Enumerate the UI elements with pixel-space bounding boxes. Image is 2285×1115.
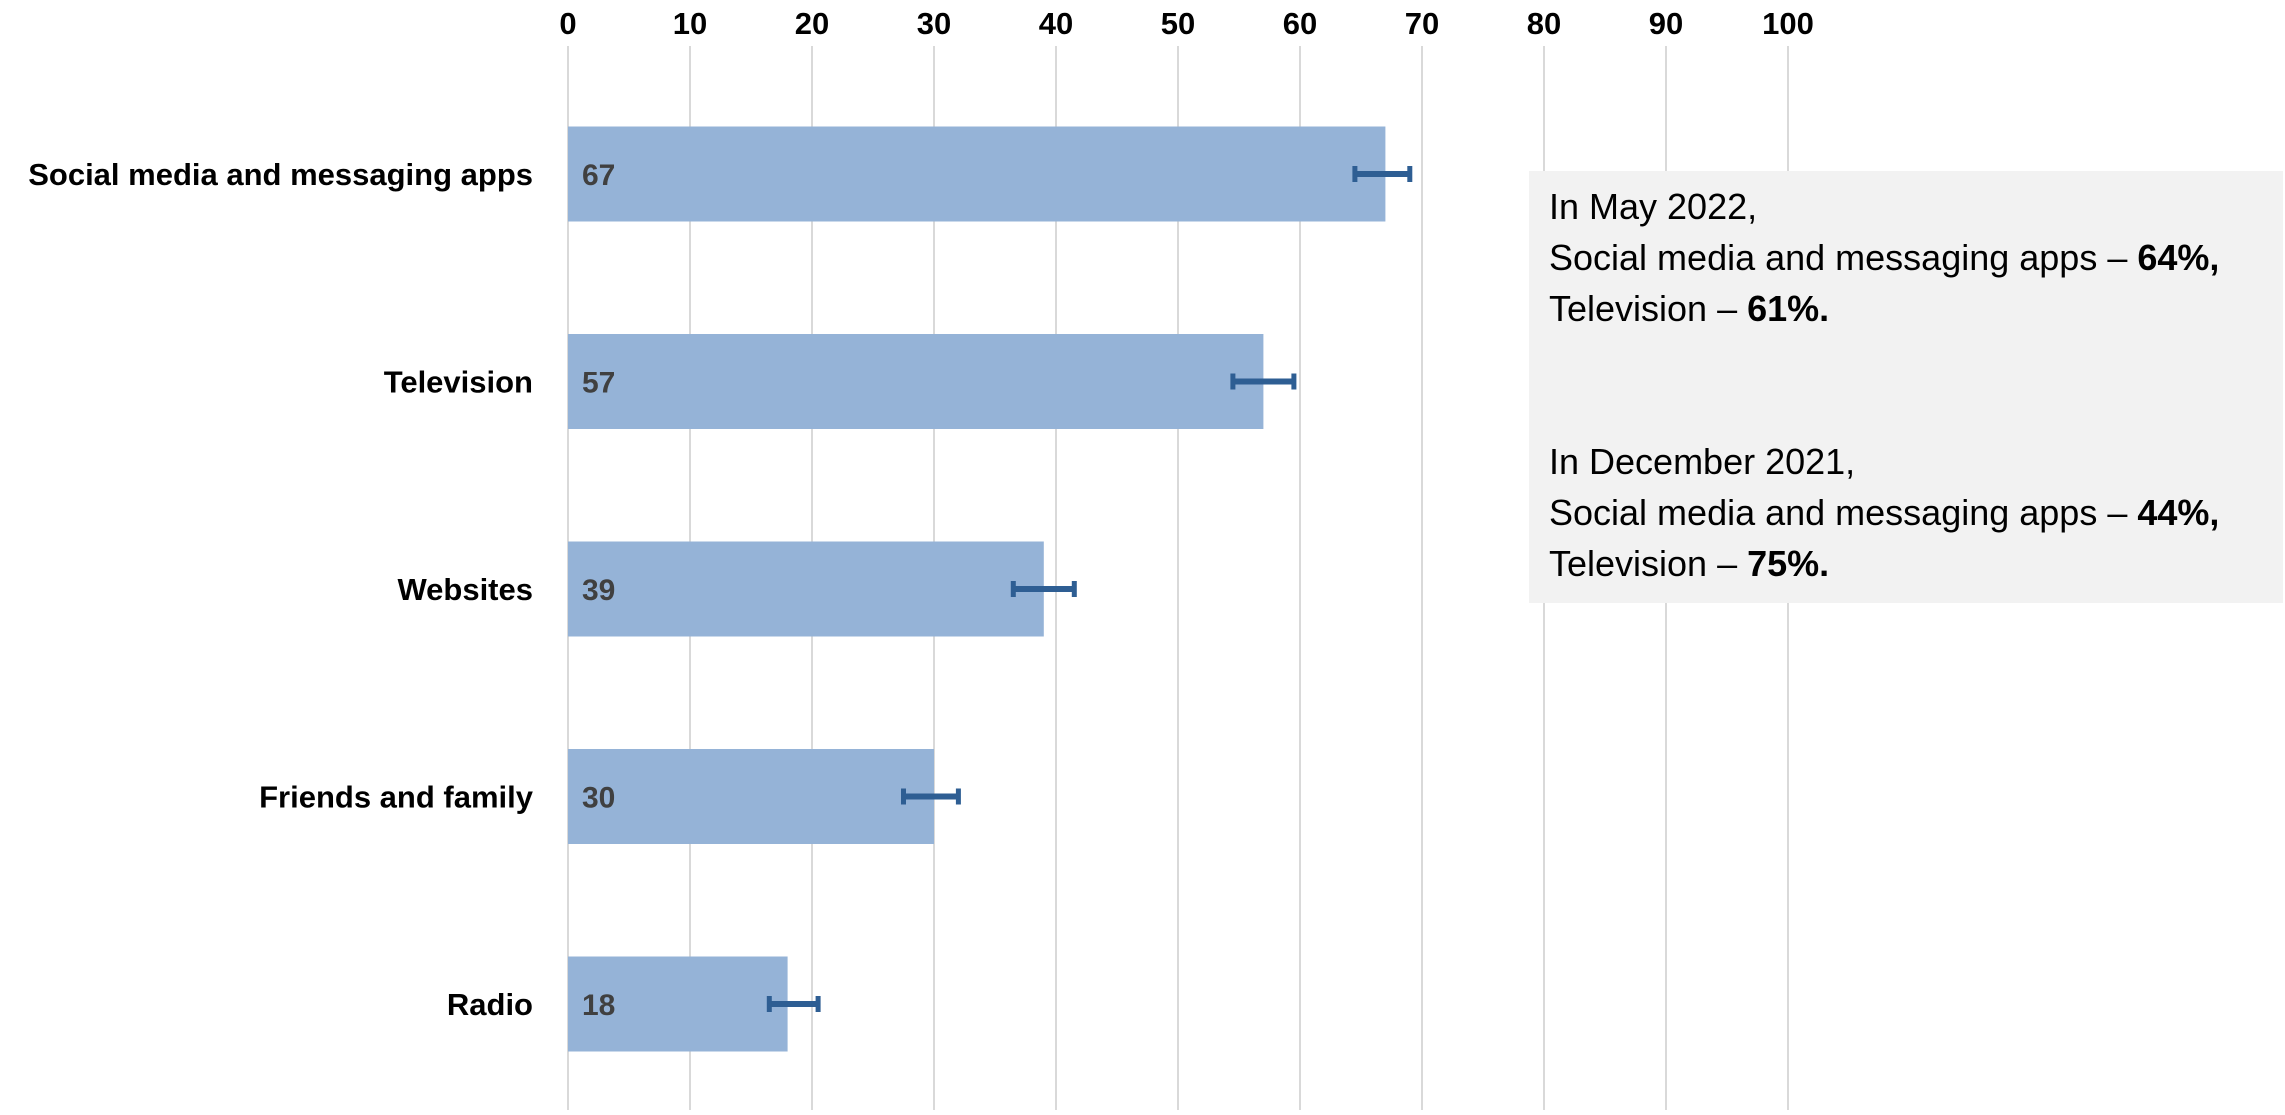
x-tick-label-20: 20 (795, 6, 829, 41)
x-axis-ticks: 0 10 20 30 40 50 60 70 80 90 100 (559, 6, 1813, 41)
annotation-may-social-label: Social media and messaging apps – (1549, 237, 2138, 278)
x-tick-label-90: 90 (1649, 6, 1683, 41)
x-tick-label-50: 50 (1161, 6, 1195, 41)
x-tick-label-40: 40 (1039, 6, 1073, 41)
data-label-radio: 18 (582, 989, 615, 1022)
annotation-may-tv-label: Television – (1549, 288, 1748, 329)
category-label-websites: Websites (397, 572, 533, 607)
data-label-social-media-and-messaging-apps: 67 (582, 159, 615, 192)
error-bar-television (1230, 373, 1297, 390)
x-tick-label-70: 70 (1405, 6, 1439, 41)
annotation-dec-intro: In December 2021, (1549, 441, 1856, 482)
x-tick-label-80: 80 (1527, 6, 1561, 41)
x-tick-label-60: 60 (1283, 6, 1317, 41)
x-tick-label-100: 100 (1762, 6, 1814, 41)
category-label-television: Television (384, 365, 533, 400)
bar-websites (568, 541, 1044, 637)
bar-social-media-and-messaging-apps (568, 126, 1386, 222)
error-bar-friends-and-family (901, 788, 961, 805)
data-label-friends-and-family: 30 (582, 782, 615, 815)
annotation-may-social-value: 64%, (2137, 237, 2220, 278)
annotation-may-tv: Television – 61%. (1549, 283, 2265, 334)
annotation-dec-tv: Television – 75%. (1549, 538, 2265, 589)
category-label-friends-and-family: Friends and family (259, 780, 534, 815)
annotation-may-social: Social media and messaging apps – 64%, (1549, 232, 2265, 283)
annotation-dec-social-label: Social media and messaging apps – (1549, 492, 2138, 533)
annotation-may-tv-value: 61%. (1747, 288, 1830, 329)
annotation-spacer (1549, 334, 2265, 436)
error-bar-social-media-and-messaging-apps (1352, 166, 1413, 182)
labels: 67 Social media and messaging apps 57 Telev… (28, 157, 615, 1022)
error-bar-websites (1010, 581, 1077, 597)
data-label-websites: 39 (582, 574, 615, 607)
x-tick-label-0: 0 (559, 6, 576, 41)
bar-radio (568, 956, 788, 1052)
annotation-may-intro: In May 2022, (1549, 186, 1758, 227)
data-label-television: 57 (582, 367, 615, 400)
bar-television (568, 334, 1264, 429)
annotation-dec-tv-value: 75%. (1747, 543, 1830, 584)
bar-friends-and-family (568, 749, 934, 844)
annotation-dec-social: Social media and messaging apps – 44%, (1549, 487, 2265, 538)
annotation-box: In May 2022, Social media and messaging … (1529, 171, 2283, 603)
annotation-dec-social-value: 44%, (2137, 492, 2220, 533)
x-tick-label-10: 10 (673, 6, 707, 41)
x-tick-label-30: 30 (917, 6, 951, 41)
category-label-social-media-and-messaging-apps: Social media and messaging apps (28, 157, 533, 192)
bars (568, 126, 1386, 1052)
error-bars (766, 166, 1413, 1012)
category-label-radio: Radio (447, 987, 533, 1022)
error-bar-radio (766, 996, 821, 1012)
annotation-dec-tv-label: Television – (1549, 543, 1748, 584)
